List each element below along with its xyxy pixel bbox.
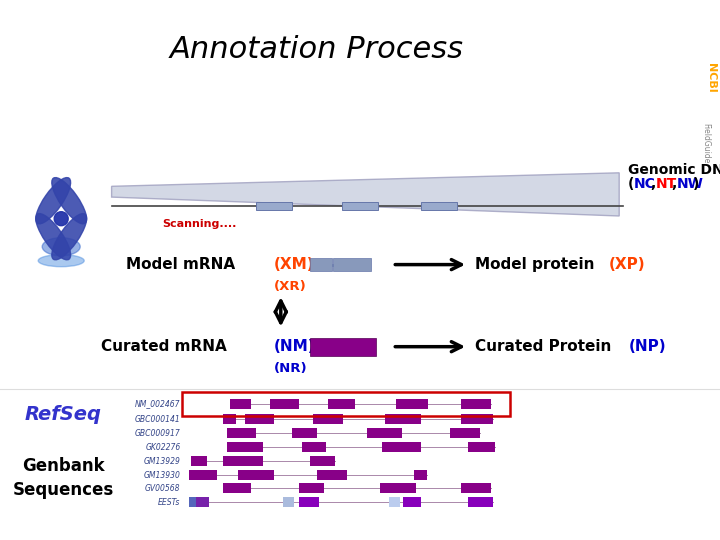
Ellipse shape (42, 238, 80, 256)
Text: EESTs: EESTs (158, 498, 181, 507)
Text: NC: NC (634, 177, 656, 191)
Text: ,: , (671, 177, 676, 191)
FancyBboxPatch shape (245, 414, 274, 424)
Text: Curated mRNA: Curated mRNA (101, 339, 232, 354)
FancyBboxPatch shape (227, 428, 256, 438)
FancyBboxPatch shape (310, 338, 376, 356)
Text: GM13929: GM13929 (144, 457, 181, 465)
Text: Curated Protein: Curated Protein (475, 339, 617, 354)
Text: RefSeq: RefSeq (25, 405, 102, 424)
Ellipse shape (52, 214, 86, 260)
FancyBboxPatch shape (421, 202, 457, 210)
Text: NT: NT (656, 177, 677, 191)
FancyBboxPatch shape (230, 399, 251, 409)
Text: Model mRNA: Model mRNA (126, 257, 240, 272)
FancyBboxPatch shape (191, 456, 207, 466)
Text: GM13930: GM13930 (144, 471, 181, 480)
FancyBboxPatch shape (223, 483, 251, 493)
FancyBboxPatch shape (299, 497, 319, 507)
FancyBboxPatch shape (461, 414, 493, 424)
Text: (XR): (XR) (274, 280, 306, 293)
FancyBboxPatch shape (310, 258, 332, 271)
Text: NCBI: NCBI (706, 63, 716, 93)
FancyBboxPatch shape (342, 202, 378, 210)
FancyBboxPatch shape (299, 483, 324, 493)
Ellipse shape (36, 178, 71, 224)
Text: (XP): (XP) (608, 257, 645, 272)
Text: (NR): (NR) (274, 362, 307, 375)
FancyBboxPatch shape (302, 442, 326, 452)
Text: NW: NW (677, 177, 703, 191)
Polygon shape (112, 173, 619, 216)
FancyBboxPatch shape (223, 456, 263, 466)
FancyBboxPatch shape (283, 497, 294, 507)
FancyBboxPatch shape (333, 258, 371, 271)
FancyBboxPatch shape (385, 414, 421, 424)
FancyBboxPatch shape (396, 399, 428, 409)
FancyBboxPatch shape (313, 414, 343, 424)
FancyBboxPatch shape (223, 414, 236, 424)
FancyBboxPatch shape (238, 470, 274, 480)
Text: Annotation Process: Annotation Process (170, 35, 464, 64)
Text: (: ( (628, 177, 634, 191)
FancyBboxPatch shape (310, 456, 335, 466)
FancyBboxPatch shape (196, 497, 209, 507)
Text: Genbank
Sequences: Genbank Sequences (13, 457, 114, 499)
FancyBboxPatch shape (468, 497, 493, 507)
Text: GK02276: GK02276 (145, 443, 181, 451)
Text: (NP): (NP) (629, 339, 666, 354)
Ellipse shape (52, 178, 86, 224)
FancyBboxPatch shape (328, 399, 355, 409)
FancyBboxPatch shape (367, 428, 402, 438)
FancyBboxPatch shape (468, 442, 495, 452)
FancyBboxPatch shape (403, 497, 421, 507)
Ellipse shape (36, 214, 71, 260)
Text: Model protein: Model protein (475, 257, 600, 272)
FancyBboxPatch shape (227, 442, 263, 452)
Text: (NM): (NM) (274, 339, 315, 354)
FancyBboxPatch shape (380, 483, 416, 493)
FancyBboxPatch shape (189, 497, 207, 507)
FancyBboxPatch shape (461, 483, 491, 493)
FancyBboxPatch shape (389, 497, 400, 507)
Text: FieldGuide: FieldGuide (701, 123, 710, 163)
Ellipse shape (38, 255, 84, 267)
Text: Scanning....: Scanning.... (162, 219, 236, 229)
FancyBboxPatch shape (189, 470, 217, 480)
Text: GV00568: GV00568 (145, 484, 181, 492)
FancyBboxPatch shape (270, 399, 299, 409)
Text: ): ) (693, 177, 699, 191)
FancyBboxPatch shape (317, 470, 347, 480)
Text: Genomic DNA: Genomic DNA (628, 163, 720, 177)
Text: (XM): (XM) (274, 257, 314, 272)
FancyBboxPatch shape (461, 399, 491, 409)
FancyBboxPatch shape (450, 428, 480, 438)
Text: GBC000141: GBC000141 (135, 415, 181, 423)
Text: NM_002467: NM_002467 (135, 400, 181, 408)
FancyBboxPatch shape (382, 442, 421, 452)
Ellipse shape (54, 212, 68, 226)
FancyBboxPatch shape (256, 202, 292, 210)
Text: GBC000917: GBC000917 (135, 429, 181, 437)
FancyBboxPatch shape (414, 470, 427, 480)
Text: ,: , (650, 177, 655, 191)
FancyBboxPatch shape (292, 428, 317, 438)
